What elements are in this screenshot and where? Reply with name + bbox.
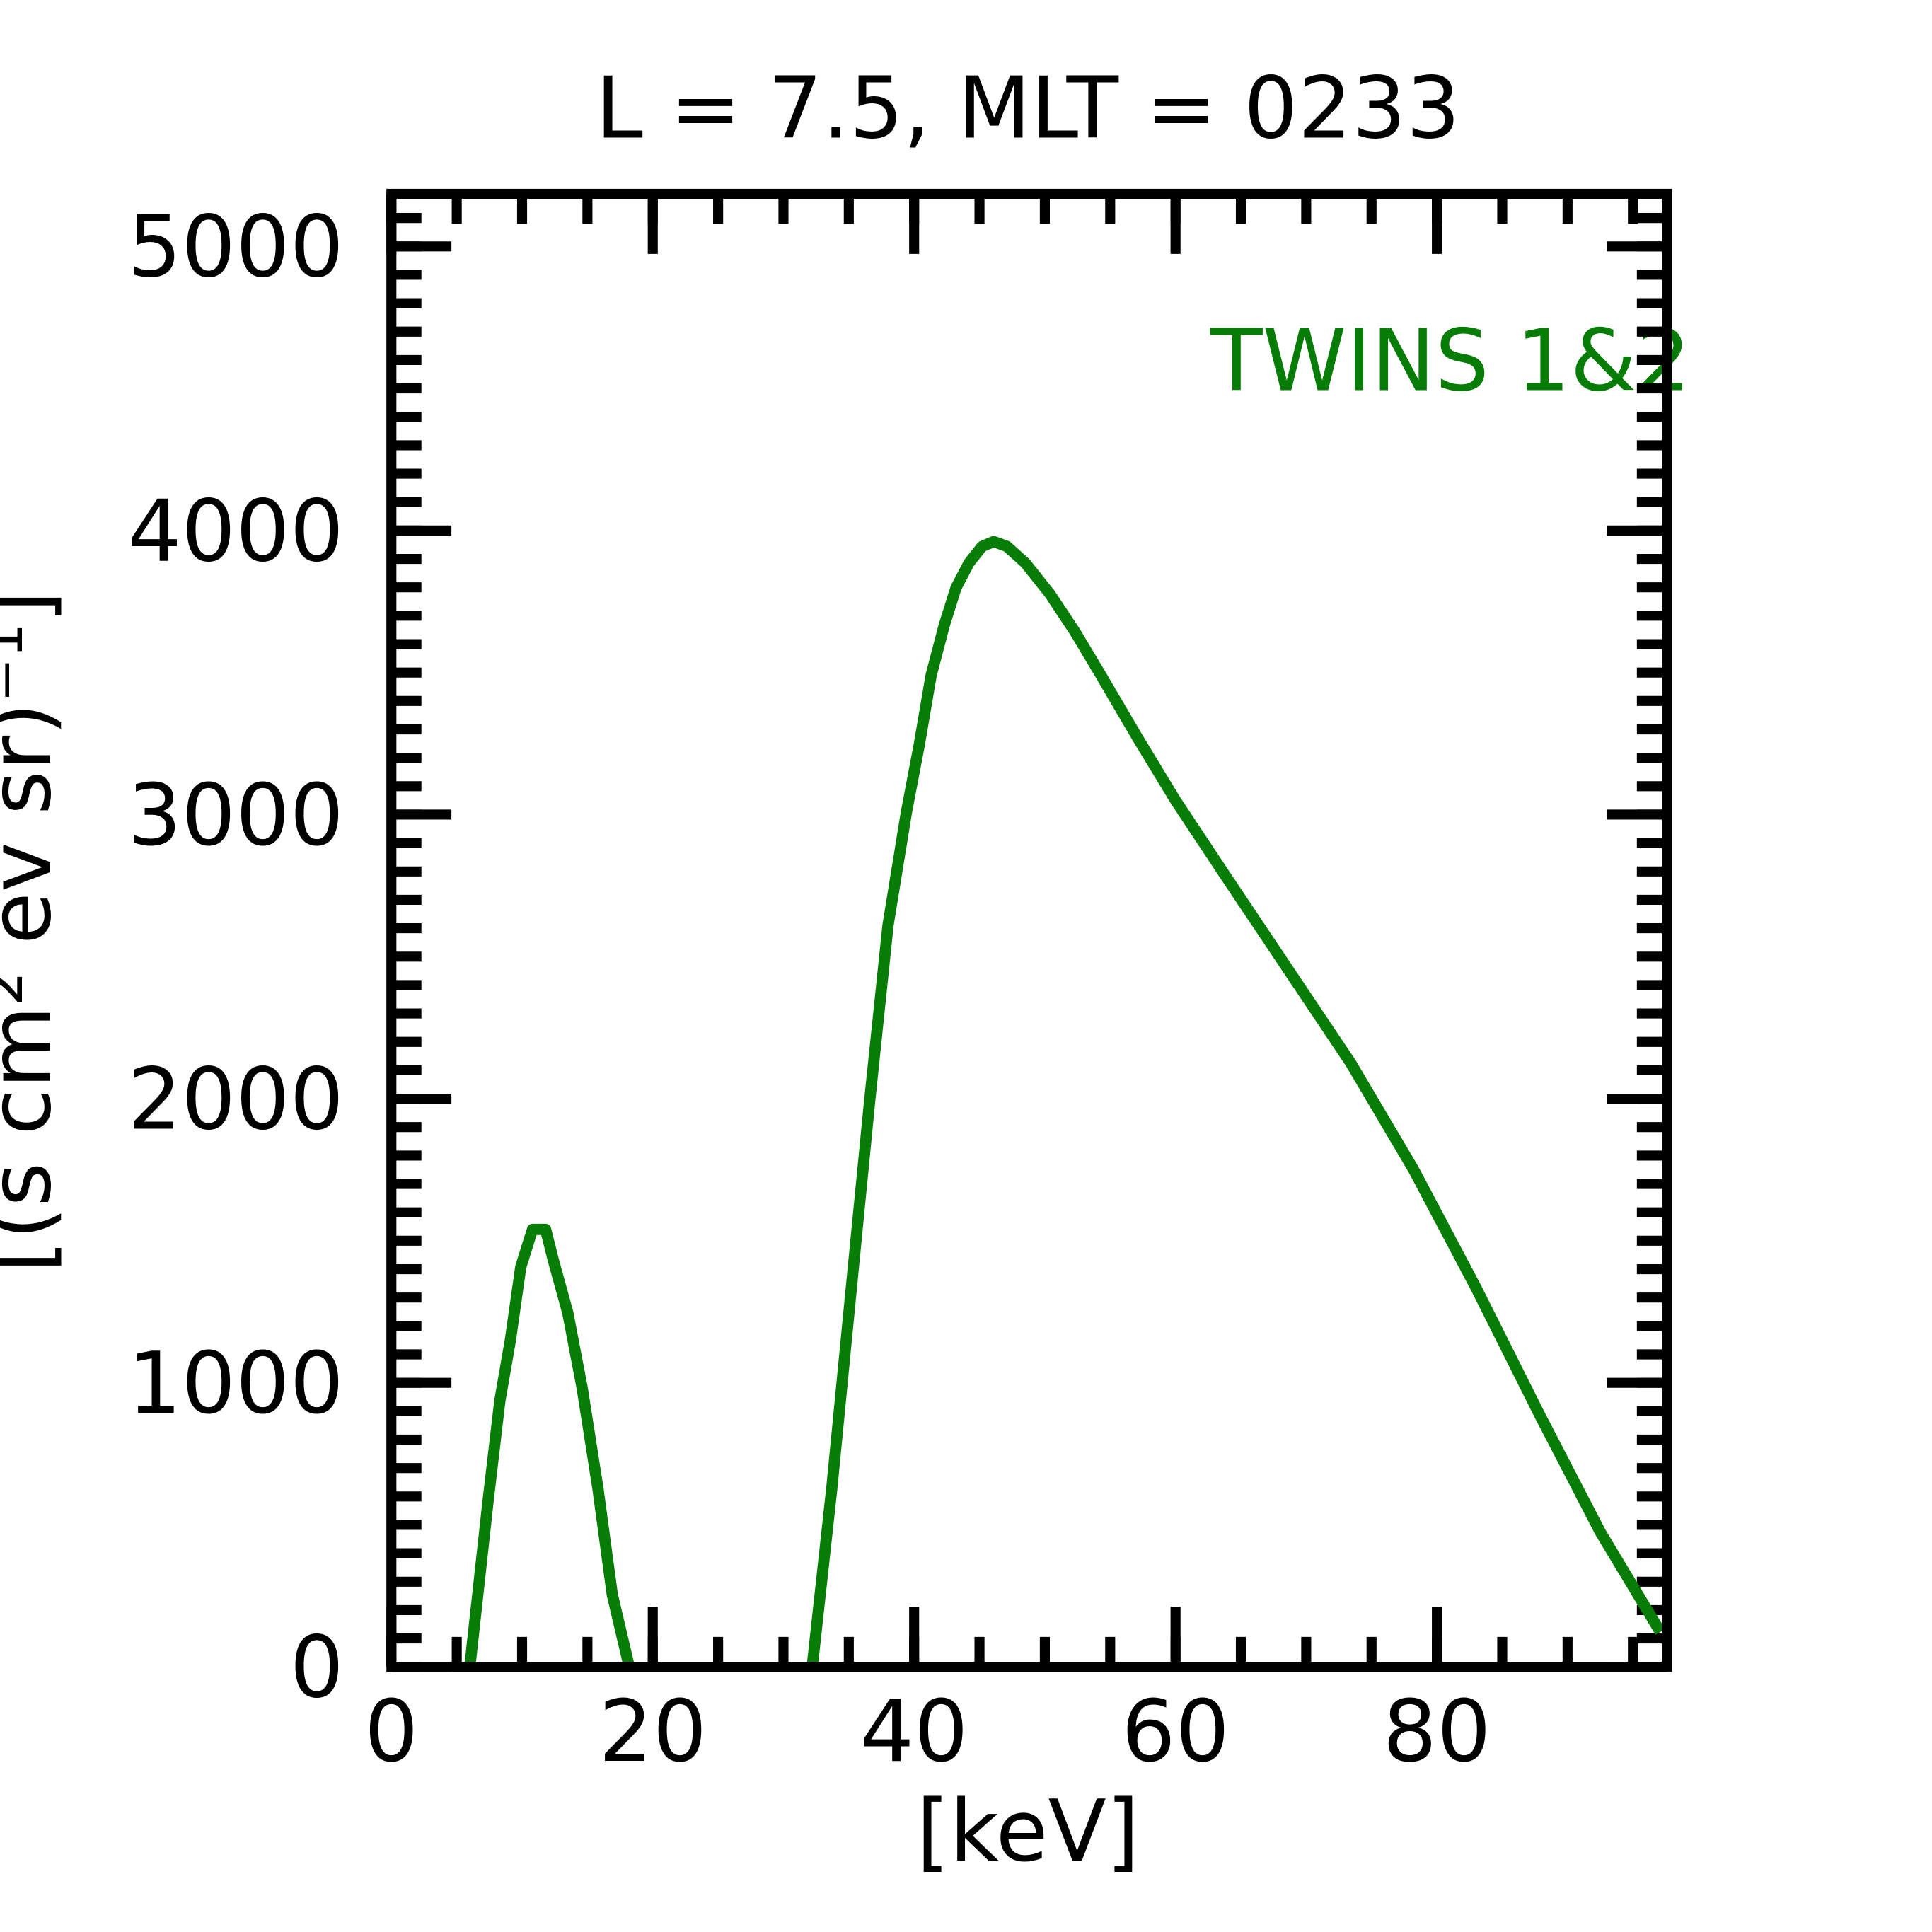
data-line xyxy=(464,536,1665,1667)
y-tick-label: 5000 xyxy=(127,198,344,297)
y-axis-label: [(s cm² ev sr)⁻¹] xyxy=(0,590,71,1273)
y-tick-label: 0 xyxy=(290,1619,344,1718)
chart-title: L = 7.5, MLT = 0233 xyxy=(596,59,1460,158)
x-tick-label: 40 xyxy=(860,1682,968,1781)
y-tick-label: 3000 xyxy=(127,766,344,865)
x-tick-label: 80 xyxy=(1383,1682,1491,1781)
x-axis-label: [keV] xyxy=(916,1782,1139,1881)
y-tick-label: 4000 xyxy=(127,482,344,581)
y-tick-label: 1000 xyxy=(127,1334,344,1433)
x-tick-label: 0 xyxy=(364,1682,418,1781)
x-tick-label: 60 xyxy=(1121,1682,1230,1781)
annotation: TWINS 1&2 xyxy=(1210,312,1691,411)
plot-frame xyxy=(386,188,1672,1672)
x-tick-label: 20 xyxy=(598,1682,707,1781)
y-tick-label: 2000 xyxy=(127,1050,344,1149)
